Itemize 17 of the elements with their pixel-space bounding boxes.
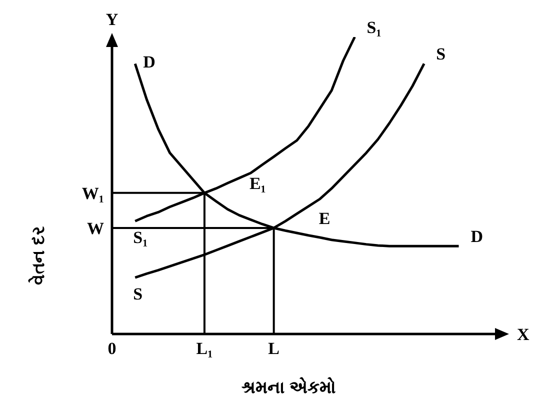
x-tick-label: L₁ bbox=[196, 339, 213, 358]
ref-line-label: W₁ bbox=[82, 184, 104, 203]
series-label: S₁ bbox=[133, 228, 148, 248]
annotation: E bbox=[318, 208, 330, 228]
text: X bbox=[517, 325, 530, 344]
x-axis-title: શ્રમના એકમો bbox=[242, 376, 336, 397]
series-label: D bbox=[143, 52, 156, 72]
ref-line-label: W bbox=[87, 218, 104, 238]
y-axis-title: વેતન દર bbox=[27, 226, 48, 285]
x-tick-label: 0 bbox=[108, 339, 116, 358]
text: D bbox=[470, 227, 484, 246]
text: S bbox=[436, 44, 446, 64]
text: S₁ bbox=[366, 18, 382, 37]
annotation: E₁ bbox=[249, 174, 266, 193]
x-tick-label: L bbox=[268, 339, 280, 358]
series-label: S bbox=[133, 284, 143, 304]
text: Y bbox=[106, 10, 118, 29]
